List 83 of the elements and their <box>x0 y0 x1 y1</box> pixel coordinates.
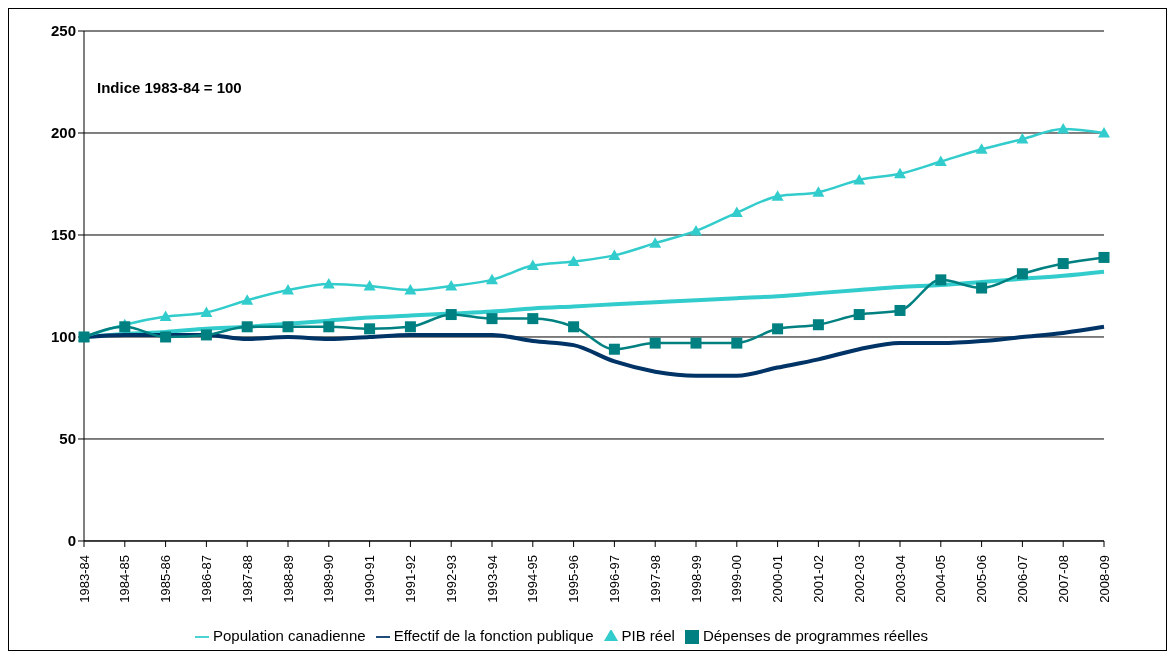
point <box>608 343 620 355</box>
point <box>1016 268 1028 280</box>
point <box>608 249 621 260</box>
point <box>894 304 906 316</box>
x-tick-label: 1988-89 <box>280 554 296 603</box>
x-tick-label: 1998-99 <box>688 554 704 603</box>
x-tick-label: 2008-09 <box>1096 554 1112 603</box>
x-tick-label: 1987-88 <box>239 554 255 603</box>
point <box>527 313 539 325</box>
x-tick-label: 2007-08 <box>1055 554 1071 603</box>
point <box>649 337 661 349</box>
point <box>853 173 866 185</box>
y-tick-label: 150 <box>50 226 76 244</box>
point <box>160 331 172 343</box>
point <box>975 143 988 154</box>
y-tick-label: 0 <box>67 532 76 550</box>
x-tick-label: 1989-90 <box>321 554 337 603</box>
x-tick-label: 2001-02 <box>810 554 826 603</box>
point <box>404 284 417 295</box>
point <box>404 321 416 333</box>
point <box>445 309 457 321</box>
x-tick-label: 1983-84 <box>76 554 92 603</box>
x-tick-label: 2005-06 <box>974 554 990 603</box>
point <box>241 294 254 305</box>
point <box>771 190 784 201</box>
x-tick-label: 1995-96 <box>566 554 582 603</box>
y-tick-label: 100 <box>50 328 76 346</box>
point <box>1016 133 1029 144</box>
point <box>976 282 988 294</box>
point <box>935 274 947 286</box>
point <box>567 255 580 267</box>
x-tick-label: 1996-97 <box>606 554 622 603</box>
point <box>649 237 662 248</box>
point <box>894 167 906 179</box>
point <box>364 323 376 335</box>
point <box>853 309 865 321</box>
point <box>730 206 743 218</box>
legend-label: Population canadienne <box>213 626 366 644</box>
point <box>322 277 335 289</box>
x-tick-label: 2000-01 <box>770 554 786 603</box>
x-tick-label: 2006-07 <box>1014 554 1030 603</box>
point <box>1057 258 1069 270</box>
point <box>772 323 784 335</box>
annotation: Indice 1983-84 = 100 <box>97 79 242 96</box>
point <box>200 329 212 341</box>
x-tick-label: 1986-87 <box>198 554 214 603</box>
x-tick-label: 2003-04 <box>892 554 908 603</box>
point <box>323 321 335 333</box>
y-tick-label: 50 <box>59 430 76 448</box>
point <box>159 310 172 322</box>
point <box>363 279 376 291</box>
point <box>241 321 253 333</box>
x-tick-label: 1999-00 <box>729 554 745 603</box>
point <box>690 337 702 349</box>
legend-label: Effectif de la fonction publique <box>393 626 594 644</box>
legend-label: PIB réel <box>621 626 675 644</box>
x-tick-label: 2004-05 <box>933 554 949 603</box>
point <box>445 279 458 291</box>
y-tick-label: 250 <box>50 22 76 40</box>
point <box>812 319 824 331</box>
point <box>812 186 825 197</box>
x-tick-label: 1984-85 <box>117 554 133 603</box>
point <box>731 337 743 349</box>
point <box>486 273 498 285</box>
x-tick-label: 1985-86 <box>158 554 174 603</box>
point <box>934 155 947 167</box>
point <box>568 321 580 333</box>
point <box>282 321 294 333</box>
y-tick-label: 200 <box>50 124 76 142</box>
x-tick-label: 1993-94 <box>484 554 500 603</box>
x-tick-label: 1991-92 <box>402 554 418 603</box>
point <box>1098 251 1110 263</box>
x-tick-label: 2002-03 <box>851 554 867 603</box>
point <box>1057 122 1070 134</box>
x-tick-label: 1994-95 <box>525 554 541 603</box>
point <box>526 259 539 271</box>
x-tick-label: 1992-93 <box>443 554 459 603</box>
x-tick-label: 1990-91 <box>362 554 378 603</box>
point <box>200 306 213 317</box>
point <box>282 284 294 295</box>
point <box>486 313 498 325</box>
legend-label: Dépenses de programmes réelles <box>702 626 928 644</box>
x-tick-label: 1997-98 <box>647 554 663 603</box>
